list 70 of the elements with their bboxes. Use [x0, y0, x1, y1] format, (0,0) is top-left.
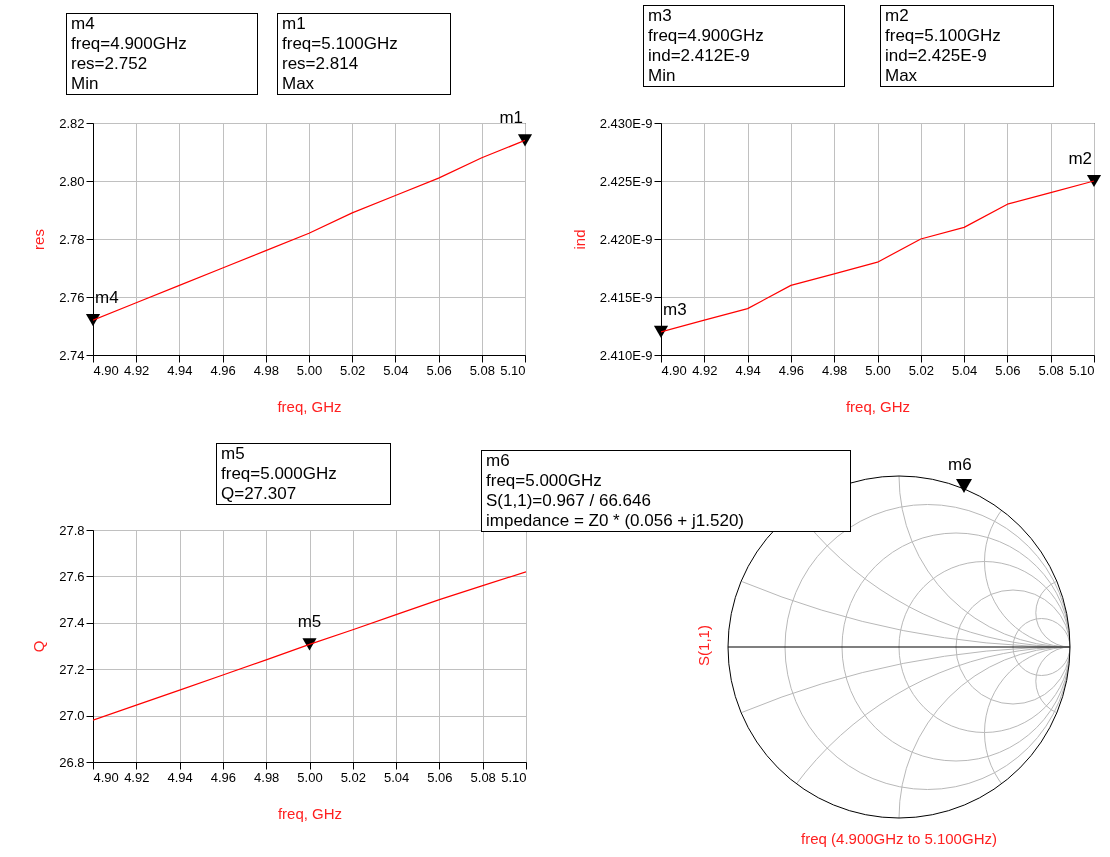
x-tick-label: 4.92 — [124, 769, 150, 785]
annotation: m2 — [1068, 149, 1092, 168]
x-tick-label: 5.08 — [470, 769, 496, 785]
y-tick-label: 2.76 — [59, 289, 85, 305]
text: m6 freq=5.000GHz S(1,1)=0.967 / 66.646 impedance = Z0 * (0.056 + j1.520) — [481, 450, 851, 532]
y-tick-label: 2.82 — [59, 115, 85, 131]
y-tick-label: 2.78 — [59, 231, 85, 247]
y-tick-label: 2.80 — [59, 173, 85, 189]
x-tick-label: 4.98 — [822, 362, 848, 378]
x-tick-label: 4.92 — [124, 362, 150, 378]
x-tick-label: 5.06 — [427, 769, 453, 785]
x-tick-label: 5.04 — [383, 362, 409, 378]
x-tick-label: 4.98 — [253, 362, 279, 378]
x-tick-label: 5.10 — [500, 362, 526, 378]
annotation: m1 — [499, 108, 523, 128]
text: m3 freq=4.900GHz ind=2.412E-9 Min — [643, 5, 845, 87]
y-tick-label: 27.2 — [59, 661, 85, 677]
text: S(1,1) — [694, 625, 712, 666]
annotation: m4 — [95, 288, 119, 308]
annotation: m5 — [297, 612, 322, 632]
x-tick-label: 5.00 — [297, 769, 323, 785]
text: m1 freq=5.100GHz res=2.814 Max — [277, 13, 451, 95]
x-tick-label: 4.96 — [778, 362, 805, 378]
x-tick-label: 5.10 — [501, 769, 527, 785]
y-tick-label: 2.430E-9 — [599, 115, 653, 131]
x-tick-label: 5.06 — [426, 362, 452, 378]
y-tick-label: 2.420E-9 — [599, 231, 653, 247]
y-tick-label: 2.410E-9 — [599, 347, 653, 363]
x-tick-label: 5.04 — [383, 769, 410, 785]
x-tick-label: 5.06 — [995, 362, 1021, 378]
x-tick-label: 4.98 — [254, 769, 280, 785]
y-tick-label: 27.8 — [59, 522, 85, 538]
x-tick-label: 5.00 — [296, 362, 323, 378]
x-tick-label: 4.96 — [210, 769, 237, 785]
x-tick-label: 4.94 — [735, 362, 761, 378]
x-tick-label: 4.90 — [93, 769, 119, 785]
x-tick-label: 4.96 — [210, 362, 236, 378]
y-axis-title: ind — [570, 229, 588, 250]
y-tick-label: 27.0 — [59, 708, 85, 724]
y-tick-label: 27.6 — [59, 568, 85, 584]
y-axis-title: Q — [30, 640, 48, 653]
annotation: m3 — [663, 299, 687, 319]
x-tick-label: 5.04 — [951, 362, 978, 378]
text: m6 — [948, 455, 972, 475]
x-tick-label: 4.90 — [661, 362, 687, 378]
x-tick-label: 4.92 — [692, 362, 718, 378]
text: freq (4.900GHz to 5.100GHz) — [800, 830, 998, 847]
line-series — [93, 571, 526, 721]
y-axis-title: res — [30, 229, 48, 250]
x-tick-label: 5.02 — [340, 769, 366, 785]
x-tick-label: 5.00 — [865, 362, 891, 378]
x-axis-title: freq, GHz — [277, 397, 342, 415]
x-tick-label: 5.08 — [469, 362, 495, 378]
x-tick-label: 4.94 — [167, 769, 193, 785]
text: m5 freq=5.000GHz Q=27.307 — [216, 443, 391, 505]
y-tick-label: 2.74 — [59, 347, 85, 363]
x-tick-label: 5.08 — [1038, 362, 1064, 378]
x-tick-label: 5.02 — [908, 362, 934, 378]
y-tick-label: 2.415E-9 — [599, 289, 653, 305]
y-tick-label: 27.4 — [59, 615, 85, 631]
y-tick-label: 2.425E-9 — [599, 173, 653, 189]
x-tick-label: 4.90 — [93, 362, 119, 378]
x-tick-label: 4.94 — [167, 362, 193, 378]
x-tick-label: 5.02 — [340, 362, 366, 378]
x-axis-title: freq, GHz — [277, 804, 343, 822]
y-tick-label: 26.8 — [59, 754, 85, 770]
text: m4 freq=4.900GHz res=2.752 Min — [66, 13, 258, 95]
x-axis-title: freq, GHz — [845, 397, 911, 415]
x-tick-label: 5.10 — [1069, 362, 1095, 378]
text: m2 freq=5.100GHz ind=2.425E-9 Max — [880, 5, 1054, 87]
